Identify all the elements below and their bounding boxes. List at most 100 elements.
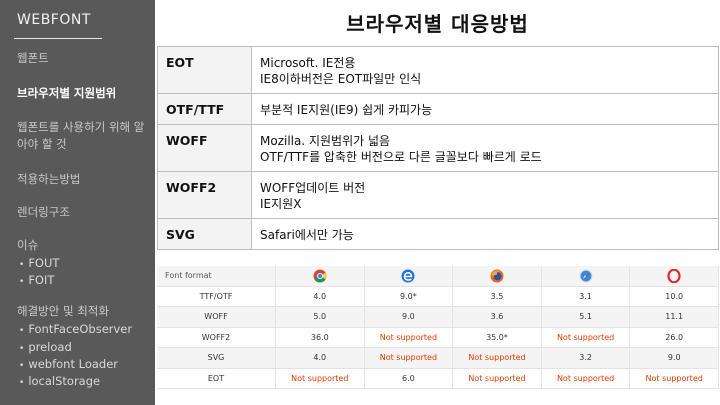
format-cell: SVG [157, 218, 252, 250]
bullet-icon: • [19, 378, 25, 388]
bullet-icon: • [19, 277, 25, 287]
table-row: WOFF2 WOFF업데이트 버전 IE지원X [157, 171, 719, 219]
table-row: WOFF Mozilla. 지원범위가 넓음 OTF/TTF를 압축한 버전으로… [157, 124, 719, 172]
browser-column-chrome [275, 266, 365, 287]
version-cell: 9.0* [364, 286, 454, 307]
table-row: EOT Microsoft. IE전용 IE8이하버전은 EOT파일만 인식 [157, 46, 719, 94]
nav-sub-localstorage[interactable]: • localStorage [19, 373, 100, 392]
version-cell: 10.0 [629, 286, 719, 307]
description-line: IE지원X [260, 197, 302, 211]
version-cell: Not supported [452, 347, 542, 369]
description-line: OTF/TTF를 압축한 버전으로 다른 글꼴보다 빠르게 로드 [260, 150, 542, 164]
browser-column-edge [364, 266, 454, 287]
version-cell: 4.0 [275, 286, 365, 307]
nav-sub-preload[interactable]: • preload [19, 339, 72, 358]
bullet-icon: • [19, 326, 25, 336]
table-row: WOFF2 36.0 Not supported 35.0* Not suppo… [157, 327, 719, 348]
format-support-table: EOT Microsoft. IE전용 IE8이하버전은 EOT파일만 인식 O… [157, 46, 719, 250]
version-cell: Not supported [364, 327, 454, 348]
version-cell: 3.1 [541, 286, 631, 307]
version-cell: 9.0 [364, 306, 454, 328]
brand-title: WEBFONT [17, 12, 91, 28]
format-cell: WOFF2 [157, 171, 252, 219]
version-cell: 5.1 [541, 306, 631, 328]
sidebar-nav: 웹폰트 브라우저별 지원범위 웹폰트를 사용하기 위해 알아야 할 것 적용하는… [0, 0, 155, 405]
format-cell: WOFF [157, 124, 252, 172]
opera-icon [667, 268, 681, 283]
edge-icon [401, 269, 415, 283]
row-format-label: EOT [157, 368, 276, 389]
nav-sub-label: FOIT [28, 273, 55, 287]
version-cell: 3.2 [541, 347, 631, 369]
version-cell: 35.0* [452, 327, 542, 348]
description-cell: Microsoft. IE전용 IE8이하버전은 EOT파일만 인식 [251, 46, 719, 94]
version-cell: 11.1 [629, 306, 719, 328]
description-line: Mozilla. 지원범위가 넓음 [260, 134, 391, 148]
nav-item-solutions[interactable]: 해결방안 및 최적화 [17, 304, 109, 318]
nav-sub-fout[interactable]: • FOUT [19, 255, 59, 274]
row-format-label: SVG [157, 347, 276, 369]
nav-sub-label: webfont Loader [28, 357, 119, 371]
version-cell: Not supported [364, 347, 454, 369]
version-cell: 3.5 [452, 286, 542, 307]
bullet-icon: • [19, 361, 25, 371]
browser-compat-table: Font format [157, 266, 719, 389]
version-cell: 3.6 [452, 306, 542, 328]
description-cell: 부분적 IE지원(IE9) 쉽게 카피가능 [251, 93, 719, 125]
version-cell: 4.0 [275, 347, 365, 369]
table-row: SVG Safari에서만 가능 [157, 218, 719, 250]
nav-item-things-to-know[interactable]: 웹폰트를 사용하기 위해 알아야 할 것 [17, 120, 145, 151]
nav-item-rendering[interactable]: 렌더링구조 [17, 205, 70, 219]
version-cell: 5.0 [275, 306, 365, 328]
row-format-label: WOFF2 [157, 327, 276, 348]
description-line: Microsoft. IE전용 [260, 56, 356, 70]
description-line: IE8이하버전은 EOT파일만 인식 [260, 72, 422, 86]
row-format-label: TTF/OTF [157, 286, 276, 307]
browser-column-safari [541, 266, 631, 287]
nav-sub-label: FOUT [28, 256, 60, 270]
nav-sub-fontfaceobserver[interactable]: • FontFaceObserver [19, 321, 132, 340]
table-row: TTF/OTF 4.0 9.0* 3.5 3.1 10.0 [157, 286, 719, 307]
page-title: 브라우저별 대응방법 [346, 12, 529, 36]
nav-sub-label: localStorage [28, 374, 101, 388]
nav-sub-webfont-loader[interactable]: • webfont Loader [19, 356, 118, 375]
table-row: EOT Not supported 6.0 Not supported Not … [157, 368, 719, 389]
nav-sub-foit[interactable]: • FOIT [19, 272, 54, 291]
row-format-label: WOFF [157, 306, 276, 328]
version-cell: Not supported [541, 368, 631, 389]
version-cell: Not supported [452, 368, 542, 389]
bullet-icon: • [19, 260, 25, 270]
description-cell: WOFF업데이트 버전 IE지원X [251, 171, 719, 219]
safari-icon [579, 269, 593, 283]
version-cell: 36.0 [275, 327, 365, 348]
version-cell: Not supported [541, 327, 631, 348]
sidebar: WEBFONT 웹폰트 브라우저별 지원범위 웹폰트를 사용하기 위해 알아야 … [0, 0, 155, 405]
bullet-icon: • [19, 344, 25, 354]
header-label: Font format [157, 266, 276, 287]
table-row: WOFF 5.0 9.0 3.6 5.1 11.1 [157, 306, 719, 328]
table-row: SVG 4.0 Not supported Not supported 3.2 … [157, 347, 719, 369]
nav-item-webfont[interactable]: 웹폰트 [17, 51, 49, 65]
nav-item-issues[interactable]: 이슈 [17, 238, 39, 252]
nav-sub-label: preload [28, 340, 72, 354]
description-line: WOFF업데이트 버전 [260, 181, 366, 195]
browser-column-opera [629, 266, 719, 287]
version-cell: 9.0 [629, 347, 719, 369]
nav-sub-label: FontFaceObserver [28, 322, 133, 336]
header-row: Font format [157, 266, 719, 287]
description-cell: Mozilla. 지원범위가 넓음 OTF/TTF를 압축한 버전으로 다른 글… [251, 124, 719, 172]
format-cell: OTF/TTF [157, 93, 252, 125]
table-row: OTF/TTF 부분적 IE지원(IE9) 쉽게 카피가능 [157, 93, 719, 125]
version-cell: Not supported [275, 368, 365, 389]
browser-column-firefox [452, 266, 542, 287]
nav-item-how-to-apply[interactable]: 적용하는방법 [17, 172, 81, 186]
firefox-icon [490, 269, 504, 283]
format-cell: EOT [157, 46, 252, 94]
chrome-icon [313, 269, 327, 283]
version-cell: 26.0 [629, 327, 719, 348]
nav-item-browser-support[interactable]: 브라우저별 지원범위 [17, 86, 117, 100]
version-cell: 6.0 [364, 368, 454, 389]
description-line: 부분적 IE지원(IE9) 쉽게 카피가능 [260, 103, 433, 117]
description-line: Safari에서만 가능 [260, 228, 354, 242]
brand-underline [14, 38, 102, 39]
